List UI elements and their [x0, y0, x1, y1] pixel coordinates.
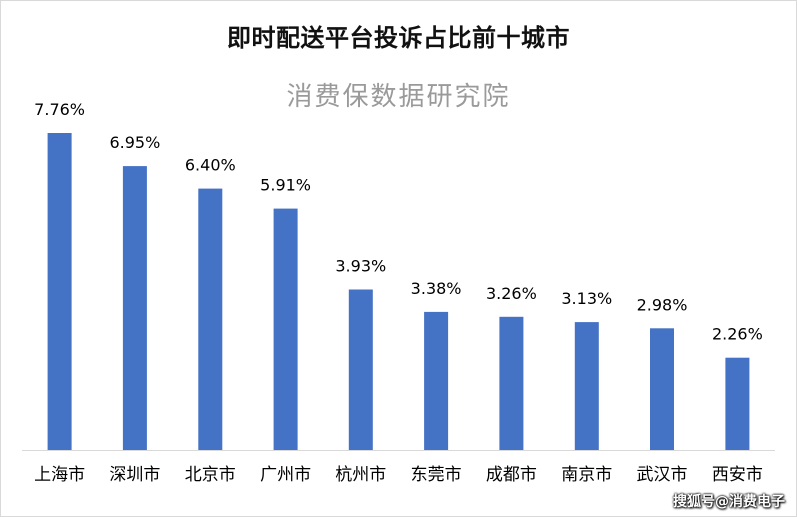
data-label-10: 2.26%: [712, 325, 763, 344]
bar-6: [424, 311, 449, 450]
category-label-3: 北京市: [185, 465, 236, 485]
category-label-1: 上海市: [34, 465, 85, 485]
data-label-6: 3.38%: [411, 279, 462, 298]
data-label-8: 3.13%: [561, 289, 612, 308]
data-label-4: 5.91%: [260, 176, 311, 195]
data-labels-layer: 7.76% 6.95% 6.40% 5.91% 3.93% 3.38% 3.26% 3.13%…: [34, 100, 763, 344]
bar-4: [273, 208, 298, 450]
data-label-3: 6.40%: [185, 156, 236, 175]
category-label-10: 西安市: [712, 465, 763, 485]
data-label-9: 2.98%: [637, 295, 688, 314]
bar-10: [725, 357, 750, 450]
category-label-6: 东莞市: [411, 465, 462, 485]
category-label-7: 成都市: [486, 465, 537, 485]
category-label-4: 广州市: [260, 465, 311, 485]
chart-subtitle: 消费保数据研究院: [286, 82, 511, 112]
bar-8: [574, 322, 599, 450]
category-labels-layer: 上海市 深圳市 北京市 广州市 杭州市 东莞市 成都市 南京市 武汉市 西安市: [34, 465, 763, 485]
data-label-7: 3.26%: [486, 284, 537, 303]
category-label-9: 武汉市: [637, 465, 688, 485]
data-label-5: 3.93%: [335, 257, 386, 276]
data-label-1: 7.76%: [34, 100, 85, 119]
category-label-8: 南京市: [561, 465, 612, 485]
watermark: 搜狐号@消费电子: [673, 494, 785, 510]
bar-2: [122, 166, 147, 450]
bar-3: [198, 188, 223, 450]
category-label-5: 杭州市: [335, 465, 386, 485]
bar-7: [499, 316, 524, 450]
category-label-2: 深圳市: [109, 465, 160, 485]
data-label-2: 6.95%: [109, 133, 160, 152]
bar-5: [348, 289, 373, 450]
chart-title: 即时配送平台投诉占比前十城市: [227, 24, 570, 52]
bars-layer: [47, 133, 750, 450]
bar-9: [650, 328, 674, 450]
bar-1: [47, 133, 72, 450]
